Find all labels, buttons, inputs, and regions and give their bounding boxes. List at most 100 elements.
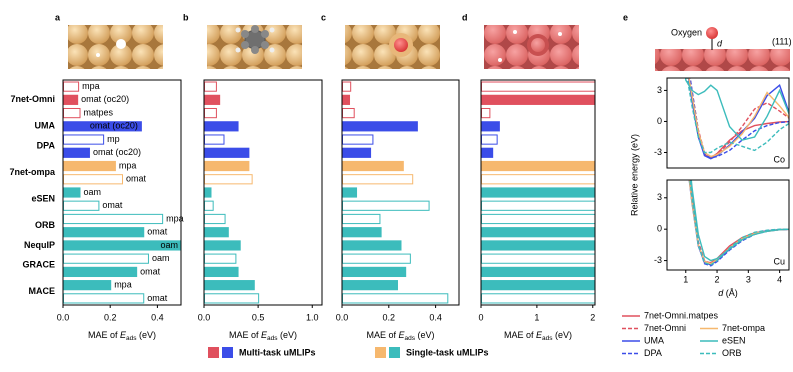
panel-letter: c bbox=[321, 12, 326, 22]
bar-label: omat (oc20) bbox=[81, 94, 129, 104]
axis-label: d (Å) bbox=[718, 288, 738, 298]
inset-label: d bbox=[717, 38, 723, 48]
axis-frame bbox=[341, 79, 460, 306]
legend-label: eSEN bbox=[722, 335, 746, 345]
x-tick-label: 1.0 bbox=[306, 312, 319, 322]
axis-label-part: ads bbox=[126, 335, 137, 342]
series-line bbox=[686, 78, 789, 154]
bar bbox=[342, 227, 382, 238]
bar-label: omat bbox=[126, 174, 147, 184]
bar-label: omat bbox=[147, 227, 168, 237]
plot-annotation: Cu bbox=[773, 256, 785, 266]
axis-label: MAE of Eads (eV) bbox=[229, 330, 297, 341]
bar bbox=[204, 174, 253, 185]
bar bbox=[481, 240, 595, 251]
x-tick-label: 0.2 bbox=[104, 312, 117, 322]
axis-label-part: MAE of bbox=[88, 330, 120, 340]
bar bbox=[63, 107, 81, 119]
x-tick-label: 2 bbox=[590, 312, 595, 322]
legend-label: DPA bbox=[644, 348, 662, 358]
axis-label-part: E bbox=[536, 330, 543, 340]
axis-label-part: (eV) bbox=[278, 330, 298, 340]
bar bbox=[63, 253, 149, 264]
axis-frame bbox=[62, 79, 182, 306]
axis-label: MAE of Eads (eV) bbox=[88, 330, 156, 341]
bar bbox=[342, 213, 381, 225]
bar bbox=[481, 253, 595, 264]
bar bbox=[204, 240, 241, 251]
y-tick-label: 3 bbox=[657, 192, 662, 202]
legend-label: 7net-ompa bbox=[722, 323, 765, 333]
bar bbox=[342, 280, 398, 291]
bar bbox=[481, 147, 494, 158]
axis-label-part: (eV) bbox=[553, 330, 573, 340]
legend-swatch bbox=[375, 347, 386, 358]
lines bbox=[684, 78, 789, 160]
bar bbox=[481, 293, 595, 304]
bar bbox=[204, 134, 225, 145]
bar bbox=[481, 266, 595, 278]
x-tick-label: 0.0 bbox=[336, 312, 349, 322]
y-tick-label: 3 bbox=[657, 85, 662, 95]
bar-label: omat (oc20) bbox=[90, 121, 138, 131]
bar bbox=[342, 293, 449, 304]
legend-swatch bbox=[222, 347, 233, 358]
bar bbox=[342, 200, 430, 211]
axis-label-part: MAE of bbox=[504, 330, 536, 340]
plot-annotation: Co bbox=[773, 154, 785, 164]
bar bbox=[481, 121, 500, 132]
bar bbox=[63, 94, 79, 105]
surface-images bbox=[68, 25, 790, 71]
bar bbox=[63, 134, 105, 145]
bar-label: oam bbox=[84, 187, 102, 197]
y-category-label: eSEN bbox=[31, 193, 55, 203]
bar-label: mpa bbox=[82, 81, 100, 91]
bar bbox=[204, 266, 239, 278]
legend-label: Multi-task uMLIPs bbox=[239, 347, 316, 357]
series-line bbox=[690, 180, 789, 262]
bar bbox=[342, 266, 407, 278]
x-tick-label: 0.5 bbox=[252, 312, 265, 322]
bar bbox=[63, 81, 80, 92]
x-tick-label: 3 bbox=[746, 274, 751, 284]
x-tick-label: 0.0 bbox=[57, 312, 70, 322]
x-tick-label: 0 bbox=[478, 312, 483, 322]
bar bbox=[342, 147, 372, 158]
bar bbox=[63, 174, 123, 185]
axis-frame bbox=[666, 77, 790, 169]
bar bbox=[342, 121, 418, 132]
bar bbox=[204, 227, 229, 238]
bar bbox=[481, 107, 491, 119]
y-category-label: ORB bbox=[35, 220, 56, 230]
axis-label-part: ads bbox=[405, 335, 416, 342]
bar bbox=[342, 174, 414, 185]
y-category-label: UMA bbox=[35, 121, 56, 131]
axis-label: MAE of Eads (eV) bbox=[366, 330, 434, 341]
y-tick-label: 0 bbox=[657, 116, 662, 126]
inset-label: Oxygen bbox=[671, 27, 702, 37]
series-line bbox=[687, 78, 789, 160]
y-tick-label: 0 bbox=[657, 224, 662, 234]
bar bbox=[204, 121, 239, 132]
bar bbox=[63, 293, 145, 304]
x-tick-label: 0.0 bbox=[198, 312, 211, 322]
legend-label: UMA bbox=[644, 335, 664, 345]
bar-label: oam bbox=[160, 240, 178, 250]
series-line bbox=[688, 78, 789, 158]
bar-label: mpa bbox=[119, 160, 137, 170]
bar bbox=[342, 107, 355, 119]
inset-label: (111) bbox=[772, 36, 792, 46]
x-tick-label: 0.2 bbox=[383, 312, 396, 322]
axis-label: MAE of Eads (eV) bbox=[504, 330, 572, 341]
bar bbox=[481, 227, 595, 238]
legend-label: Single-task uMLIPs bbox=[406, 347, 489, 357]
y-axis-label: Relative energy (eV) bbox=[629, 134, 639, 216]
panel-letter: e bbox=[623, 12, 628, 22]
bar-label: omat bbox=[102, 200, 123, 210]
bar-label: omat bbox=[147, 293, 168, 303]
panel-letter: a bbox=[55, 12, 61, 22]
legend-label: ORB bbox=[722, 348, 742, 358]
x-tick-label: 1 bbox=[534, 312, 539, 322]
panel-letter: d bbox=[462, 12, 468, 22]
